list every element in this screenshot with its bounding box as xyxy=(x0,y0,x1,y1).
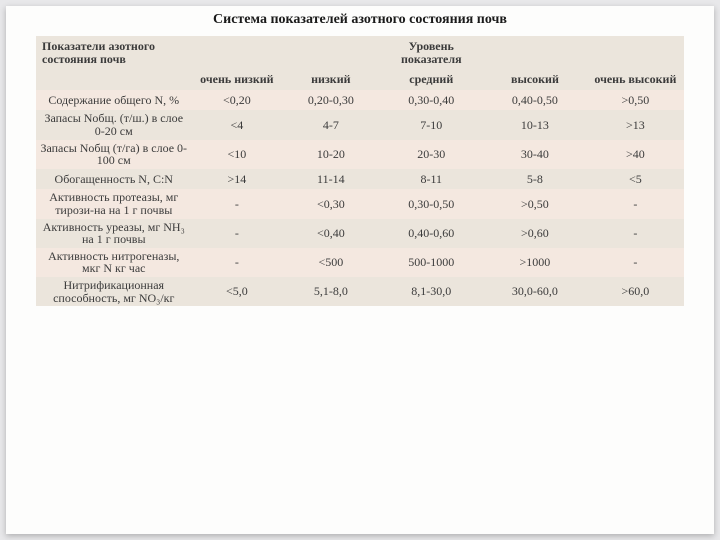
slide: Система показателей азотного состояния п… xyxy=(6,6,714,534)
cell: >0,60 xyxy=(483,219,587,248)
cell: - xyxy=(192,189,283,218)
cell: <10 xyxy=(192,140,283,169)
cell: 5,1-8,0 xyxy=(282,277,379,306)
cell: >0,50 xyxy=(483,189,587,218)
cell: 7-10 xyxy=(379,110,483,139)
indicators-table: Показатели азотного состояния почв Урове… xyxy=(36,36,684,306)
cell: 0,40-0,50 xyxy=(483,90,587,111)
cell: 10-13 xyxy=(483,110,587,139)
slide-title: Система показателей азотного состояния п… xyxy=(6,12,714,28)
row-label: Активность нитрогеназы, мкг N кг час xyxy=(36,248,192,277)
level-2: низкий xyxy=(282,69,379,90)
cell: <0,40 xyxy=(282,219,379,248)
row-label: Запасы Nобщ. (т/ш.) в слое 0-20 см xyxy=(36,110,192,139)
row-label: Содержание общего N, % xyxy=(36,90,192,111)
cell: >14 xyxy=(192,169,283,190)
row-label: Запасы Nобщ (т/га) в слое 0-100 см xyxy=(36,140,192,169)
header-row-1: Показатели азотного состояния почв Урове… xyxy=(36,36,684,69)
cell: 30-40 xyxy=(483,140,587,169)
cell: <5,0 xyxy=(192,277,283,306)
cell: 0,30-0,40 xyxy=(379,90,483,111)
cell: - xyxy=(587,189,684,218)
row-label: Обогащенность N, C:N xyxy=(36,169,192,190)
table-row: Обогащенность N, C:N >14 11-14 8-11 5-8 … xyxy=(36,169,684,190)
cell: <0,30 xyxy=(282,189,379,218)
table-row: Запасы Nобщ (т/га) в слое 0-100 см <10 1… xyxy=(36,140,684,169)
cell: 10-20 xyxy=(282,140,379,169)
cell: >13 xyxy=(587,110,684,139)
cell: - xyxy=(587,248,684,277)
header-spacer xyxy=(587,36,684,69)
level-4: высокий xyxy=(483,69,587,90)
table-container: Показатели азотного состояния почв Урове… xyxy=(6,36,714,306)
cell: - xyxy=(192,219,283,248)
cell: 0,20-0,30 xyxy=(282,90,379,111)
cell: <0,20 xyxy=(192,90,283,111)
level-1: очень низкий xyxy=(192,69,283,90)
cell: >1000 xyxy=(483,248,587,277)
row-label: Нитрификационная способность, мг NO₃/кг xyxy=(36,277,192,306)
cell: - xyxy=(192,248,283,277)
header-left: Показатели азотного состояния почв xyxy=(36,36,192,90)
table-row: Запасы Nобщ. (т/ш.) в слое 0-20 см <4 4-… xyxy=(36,110,684,139)
header-spacer xyxy=(483,36,587,69)
cell: 0,30-0,50 xyxy=(379,189,483,218)
level-3: средний xyxy=(379,69,483,90)
cell: <5 xyxy=(587,169,684,190)
cell: 4-7 xyxy=(282,110,379,139)
cell: 8-11 xyxy=(379,169,483,190)
cell: 8,1-30,0 xyxy=(379,277,483,306)
cell: 30,0-60,0 xyxy=(483,277,587,306)
table-row: Активность нитрогеназы, мкг N кг час - <… xyxy=(36,248,684,277)
table-row: Активность протеазы, мг тирози-на на 1 г… xyxy=(36,189,684,218)
cell: >0,50 xyxy=(587,90,684,111)
cell: >40 xyxy=(587,140,684,169)
level-5: очень высокий xyxy=(587,69,684,90)
cell: 0,40-0,60 xyxy=(379,219,483,248)
header-levels-title: Уровень показателя xyxy=(379,36,483,69)
header-spacer xyxy=(282,36,379,69)
cell: 500-1000 xyxy=(379,248,483,277)
cell: 11-14 xyxy=(282,169,379,190)
cell: <500 xyxy=(282,248,379,277)
header-spacer xyxy=(192,36,283,69)
cell: >60,0 xyxy=(587,277,684,306)
cell: - xyxy=(587,219,684,248)
table-row: Нитрификационная способность, мг NO₃/кг … xyxy=(36,277,684,306)
cell: 20-30 xyxy=(379,140,483,169)
table-row: Активность уреазы, мг NH₃ на 1 г почвы -… xyxy=(36,219,684,248)
table-row: Содержание общего N, % <0,20 0,20-0,30 0… xyxy=(36,90,684,111)
cell: 5-8 xyxy=(483,169,587,190)
row-label: Активность протеазы, мг тирози-на на 1 г… xyxy=(36,189,192,218)
cell: <4 xyxy=(192,110,283,139)
row-label: Активность уреазы, мг NH₃ на 1 г почвы xyxy=(36,219,192,248)
